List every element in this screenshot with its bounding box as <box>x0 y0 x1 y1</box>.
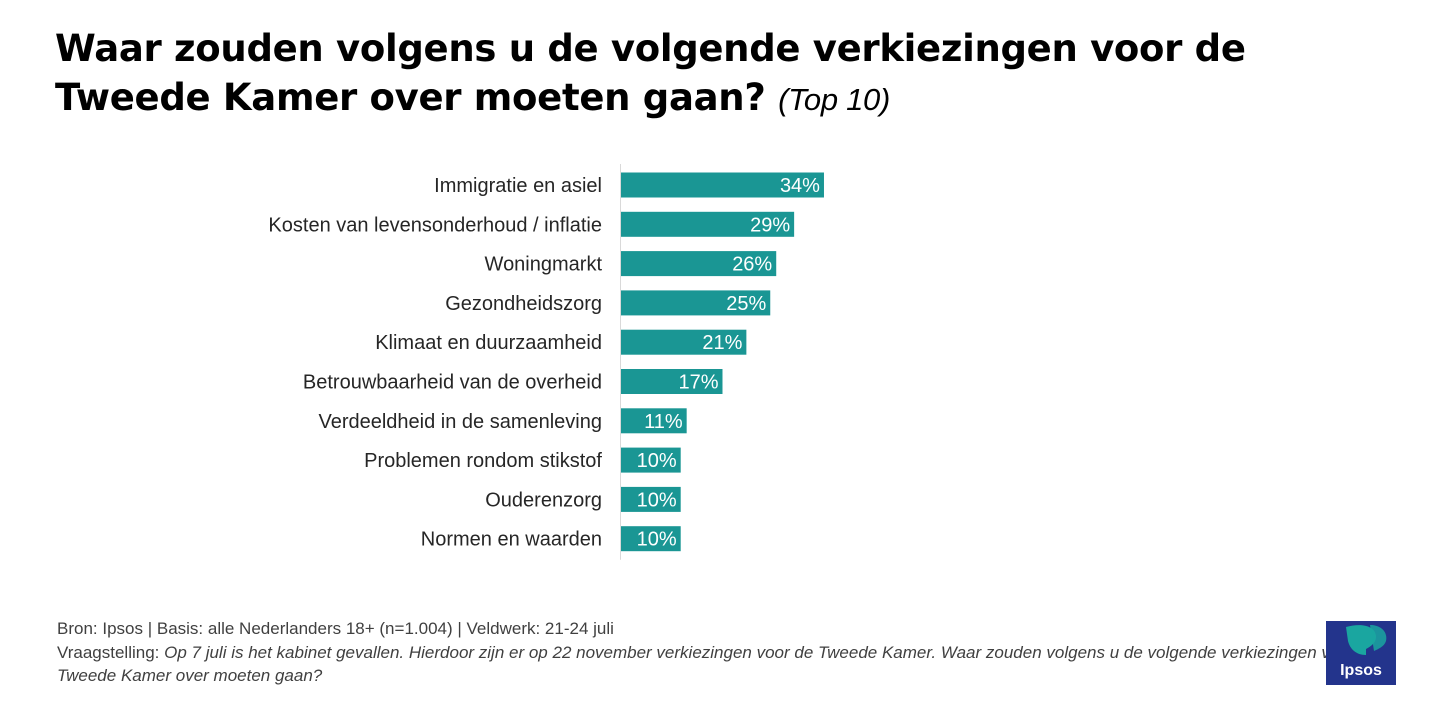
category-label: Woningmarkt <box>485 254 603 276</box>
bar <box>621 486 681 512</box>
value-label: 17% <box>678 372 718 394</box>
category-label: Normen en waarden <box>421 529 602 551</box>
value-label: 10% <box>637 529 677 551</box>
category-label: Betrouwbaarheid van de overheid <box>303 372 602 394</box>
bar <box>621 172 824 198</box>
value-label: 11% <box>644 411 683 433</box>
value-label: 25% <box>726 293 766 315</box>
value-label: 29% <box>750 214 790 236</box>
category-label: Kosten van levensonderhoud / inflatie <box>268 214 602 236</box>
category-label: Ouderenzorg <box>485 489 602 511</box>
value-label: 10% <box>637 450 677 472</box>
bar <box>621 329 747 355</box>
value-label: 34% <box>780 175 820 197</box>
category-label: Verdeeldheid in de samenleving <box>318 411 602 433</box>
chart-title: Waar zouden volgens u de volgende verkie… <box>55 24 1355 124</box>
bar <box>621 369 723 394</box>
value-label: 26% <box>732 254 772 276</box>
category-label: Immigratie en asiel <box>434 175 602 197</box>
question-text: Op 7 juli is het kabinet gevallen. Hierd… <box>57 642 1379 686</box>
value-label: 21% <box>702 332 742 354</box>
logo-icon <box>1326 621 1396 685</box>
category-label: Klimaat en duurzaamheid <box>375 332 602 354</box>
title-subtitle: (Top 10) <box>778 82 890 117</box>
source-note: Bron: Ipsos | Basis: alle Nederlanders 1… <box>57 619 614 638</box>
bar <box>621 290 771 316</box>
category-label: Gezondheidszorg <box>445 293 602 315</box>
bar <box>621 408 687 434</box>
bar <box>621 211 795 237</box>
value-label: 10% <box>637 489 677 511</box>
footer-notes: Bron: Ipsos | Basis: alle Nederlanders 1… <box>57 617 1436 688</box>
logo-text: Ipsos <box>1340 662 1382 679</box>
bar <box>621 251 777 277</box>
question-label: Vraagstelling: <box>57 642 160 662</box>
bar <box>621 526 681 552</box>
question-note: Vraagstelling: Op 7 juli is het kabinet … <box>57 641 1436 688</box>
title-text: Waar zouden volgens u de volgende verkie… <box>55 27 1246 119</box>
ipsos-logo: Ipsos <box>1326 621 1396 685</box>
bar <box>621 447 681 473</box>
bar-chart: Immigratie en asiel 34% Kosten van levenso… <box>268 164 824 560</box>
category-label: Problemen rondom stikstof <box>364 450 602 472</box>
